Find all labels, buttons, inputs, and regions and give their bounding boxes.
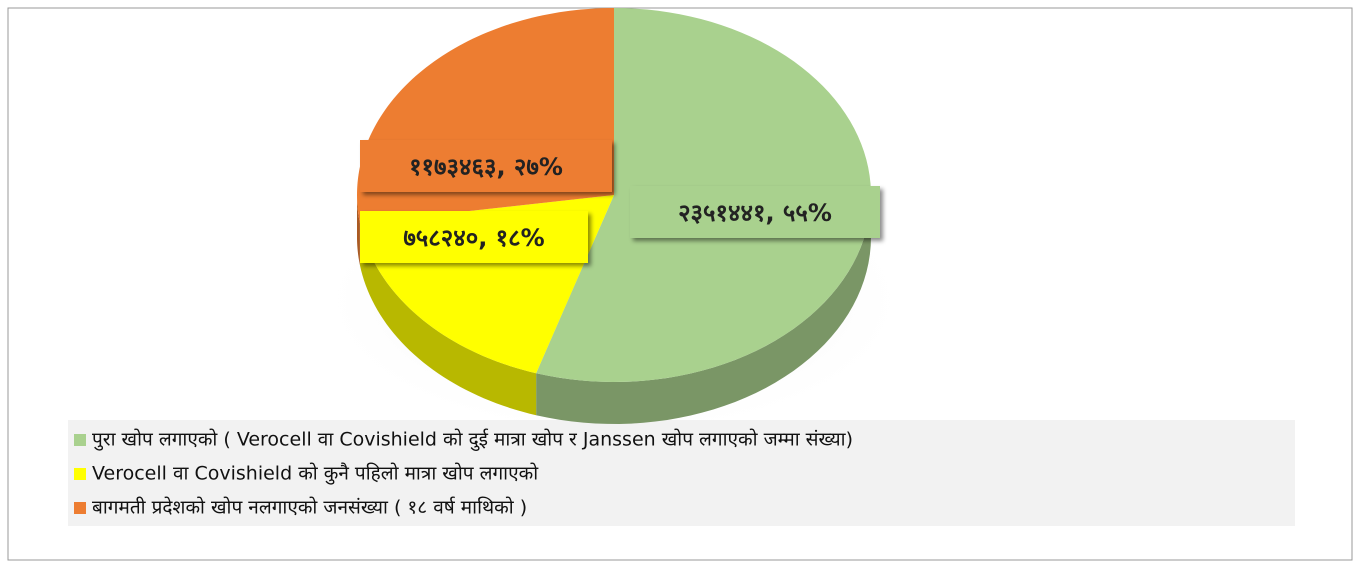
legend-swatch <box>74 468 86 480</box>
data-label: २३५१४४१, ५५% <box>678 199 832 227</box>
pie-side <box>357 195 360 266</box>
pie-side <box>359 223 537 416</box>
pie-side <box>536 195 871 424</box>
legend-label: बागमती प्रदेशको खोप नलगाएको जनसंख्या ( १… <box>92 496 527 519</box>
data-label: ७५८२४०, १८% <box>403 224 544 252</box>
legend-swatch <box>74 434 86 446</box>
data-label-box <box>630 186 880 238</box>
data-label: ११७३४६३, २७% <box>409 153 563 181</box>
data-label-box <box>360 211 588 263</box>
legend-label: Verocell वा Covishield को कुनै पहिलो मात… <box>92 462 539 486</box>
legend-label: पुरा खोप लगाएको ( Verocell वा Covishield… <box>92 428 853 452</box>
data-label-box <box>360 140 612 192</box>
legend-box <box>68 420 1295 526</box>
legend-swatch <box>74 502 86 514</box>
